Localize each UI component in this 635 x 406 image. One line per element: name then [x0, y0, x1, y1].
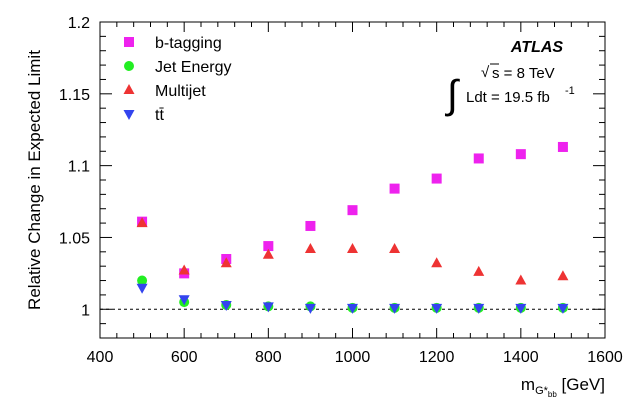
data-point — [431, 257, 443, 268]
y-tick-label: 1 — [81, 302, 90, 319]
x-axis-title: mG*bb [GeV] — [521, 375, 605, 399]
data-point — [431, 303, 443, 314]
data-point — [263, 241, 274, 252]
data-point — [515, 274, 527, 285]
data-point — [137, 275, 148, 286]
data-point — [347, 205, 358, 216]
x-tick-label: 800 — [255, 349, 282, 366]
legend-marker — [124, 61, 134, 71]
legend-label: Multijet — [155, 83, 206, 100]
y-axis-title: Relative Change in Expected Limit — [25, 50, 44, 310]
legend-label: Jet Energy — [155, 59, 231, 76]
legend-marker — [123, 110, 135, 120]
data-point — [431, 173, 442, 184]
x-tick-label: 1400 — [503, 349, 539, 366]
data-point — [220, 300, 232, 311]
x-tick-label: 1200 — [419, 349, 455, 366]
series-square — [137, 141, 568, 279]
y-tick-label: 1.15 — [59, 87, 90, 104]
data-point — [389, 303, 401, 314]
data-point — [220, 257, 232, 268]
legend-entry: Multijet — [123, 83, 206, 100]
energy-label: s = 8 TeV — [492, 65, 555, 82]
y-tick-label: 1.1 — [68, 159, 90, 176]
data-point — [389, 242, 401, 253]
data-point — [515, 303, 527, 314]
legend-label: tt̄ — [155, 107, 164, 124]
legend-entry: tt̄ — [123, 107, 164, 124]
series-triangle-down — [136, 283, 569, 314]
integral-sign: ∫ — [445, 73, 461, 117]
data-point — [262, 302, 274, 313]
x-tick-label: 1600 — [587, 349, 623, 366]
data-point — [473, 153, 484, 164]
data-point — [304, 303, 316, 314]
x-tick-label: 1000 — [335, 349, 371, 366]
legend-marker — [124, 37, 134, 47]
data-point — [473, 303, 485, 314]
data-point — [347, 242, 358, 253]
legend-marker — [123, 84, 135, 94]
data-point — [515, 149, 526, 160]
y-tick-label: 1.05 — [59, 230, 90, 247]
experiment-label: ATLAS — [510, 39, 563, 56]
data-point — [136, 217, 148, 228]
lumi-exponent: -1 — [565, 85, 575, 97]
data-point — [389, 183, 400, 194]
series-triangle-up — [136, 217, 569, 285]
data-point — [473, 265, 485, 276]
lumi-label: Ldt = 19.5 fb — [466, 89, 550, 106]
legend-entry: Jet Energy — [124, 59, 231, 76]
data-point — [178, 295, 190, 306]
data-point — [557, 270, 569, 281]
data-point — [178, 264, 190, 275]
data-point — [557, 303, 569, 314]
legend-label: b-tagging — [155, 35, 222, 52]
data-point — [136, 283, 148, 294]
y-tick-label: 1.2 — [68, 15, 90, 32]
data-point — [262, 248, 274, 259]
data-point — [304, 242, 316, 253]
data-point — [347, 303, 358, 314]
x-tick-label: 600 — [171, 349, 198, 366]
data-point — [557, 141, 568, 152]
energy-sqrt: √ — [481, 64, 490, 81]
legend-entry: b-tagging — [124, 35, 222, 52]
data-point — [305, 220, 316, 231]
x-tick-label: 400 — [87, 349, 114, 366]
